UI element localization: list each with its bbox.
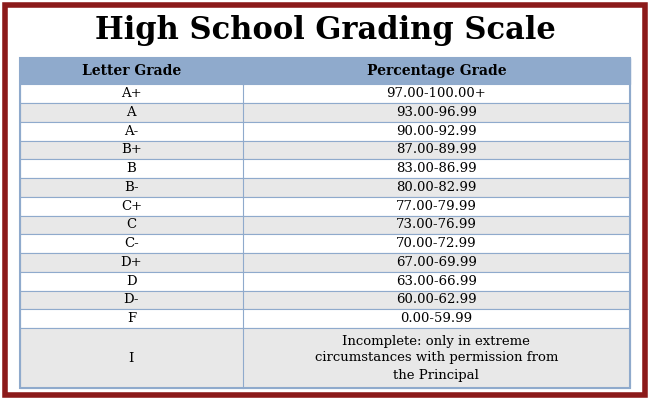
- Text: Percentage Grade: Percentage Grade: [367, 64, 506, 78]
- Bar: [20, 122, 630, 140]
- Text: C-: C-: [124, 237, 138, 250]
- Bar: [20, 309, 630, 328]
- Text: D: D: [126, 275, 136, 288]
- Text: 0.00-59.99: 0.00-59.99: [400, 312, 473, 325]
- Text: 93.00-96.99: 93.00-96.99: [396, 106, 476, 119]
- Bar: [20, 197, 630, 216]
- Bar: [20, 234, 630, 253]
- Text: A+: A+: [121, 87, 142, 100]
- Text: F: F: [127, 312, 136, 325]
- Bar: [20, 103, 630, 122]
- Text: C+: C+: [121, 200, 142, 213]
- Bar: [20, 216, 630, 234]
- Bar: [20, 178, 630, 197]
- Bar: [20, 159, 630, 178]
- Text: Incomplete: only in extreme
circumstances with permission from
the Principal: Incomplete: only in extreme circumstance…: [315, 334, 558, 382]
- Text: Letter Grade: Letter Grade: [82, 64, 181, 78]
- Text: I: I: [129, 352, 134, 364]
- Text: D-: D-: [124, 293, 139, 306]
- Text: 63.00-66.99: 63.00-66.99: [396, 275, 476, 288]
- Text: 83.00-86.99: 83.00-86.99: [396, 162, 476, 175]
- Bar: [20, 253, 630, 272]
- Bar: [20, 290, 630, 309]
- Text: B-: B-: [124, 181, 138, 194]
- Text: 77.00-79.99: 77.00-79.99: [396, 200, 476, 213]
- Bar: [20, 272, 630, 290]
- Bar: [20, 84, 630, 103]
- Bar: [20, 328, 630, 388]
- Bar: [20, 58, 630, 388]
- Text: A-: A-: [124, 125, 138, 138]
- Text: 90.00-92.99: 90.00-92.99: [396, 125, 476, 138]
- Bar: [20, 140, 630, 159]
- Text: 87.00-89.99: 87.00-89.99: [396, 143, 476, 156]
- Text: 97.00-100.00+: 97.00-100.00+: [387, 87, 486, 100]
- Text: 80.00-82.99: 80.00-82.99: [396, 181, 476, 194]
- Text: High School Grading Scale: High School Grading Scale: [94, 14, 556, 46]
- Text: B+: B+: [121, 143, 142, 156]
- Text: 70.00-72.99: 70.00-72.99: [396, 237, 476, 250]
- Text: 67.00-69.99: 67.00-69.99: [396, 256, 476, 269]
- Text: D+: D+: [120, 256, 142, 269]
- Text: B: B: [127, 162, 136, 175]
- Text: 73.00-76.99: 73.00-76.99: [396, 218, 476, 231]
- Text: C: C: [126, 218, 136, 231]
- Text: A: A: [127, 106, 136, 119]
- Text: 60.00-62.99: 60.00-62.99: [396, 293, 476, 306]
- Bar: [20, 58, 630, 84]
